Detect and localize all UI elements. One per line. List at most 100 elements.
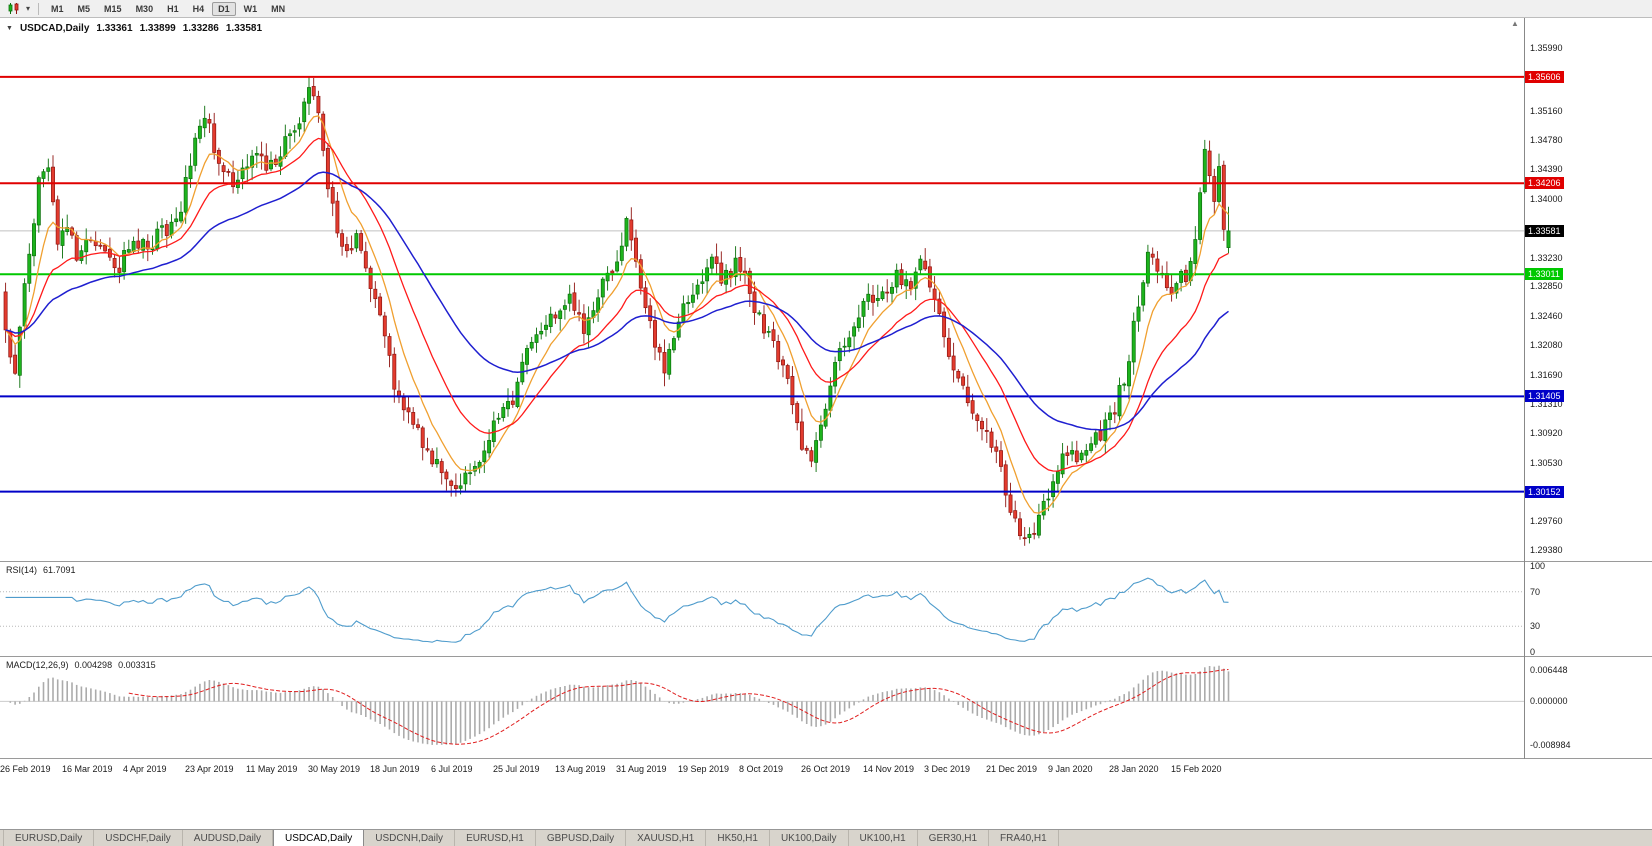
chart-tab-eurusd-h1[interactable]: EURUSD,H1 <box>455 830 536 846</box>
price-level-box: 1.31405 <box>1525 390 1564 402</box>
price-axis-tick: 1.32850 <box>1530 281 1563 291</box>
chart-tab-usdchf-daily[interactable]: USDCHF,Daily <box>94 830 183 846</box>
price-level-box: 1.34206 <box>1525 177 1564 189</box>
current-price-box: 1.33581 <box>1525 225 1564 237</box>
rsi-axis-tick: 70 <box>1530 587 1541 597</box>
pane-separator <box>0 561 1652 562</box>
pane-separator <box>0 758 1652 759</box>
timeframe-button-mn[interactable]: MN <box>271 3 286 14</box>
date-axis-label: 13 Aug 2019 <box>555 764 606 774</box>
chart-tab-xauusd-h1[interactable]: XAUUSD,H1 <box>626 830 707 846</box>
timeframe-button-w1[interactable]: W1 <box>243 3 258 14</box>
price-level-box: 1.30152 <box>1525 486 1564 498</box>
price-axis[interactable]: 1.35990 1.35160 1.34780 1.34390 1.34000 1.332… <box>1524 18 1652 759</box>
timeframe-button-m1[interactable]: M1 <box>51 3 64 14</box>
date-axis-label: 9 Jan 2020 <box>1048 764 1093 774</box>
date-axis-label: 8 Oct 2019 <box>739 764 784 774</box>
price-level-box: 1.35606 <box>1525 71 1564 83</box>
date-axis-label: 23 Apr 2019 <box>185 764 234 774</box>
macd-signal-value: 0.003315 <box>118 660 156 670</box>
chart-marker-icon: ▼ <box>6 25 13 32</box>
price-axis-tick: 1.32080 <box>1530 340 1563 350</box>
date-axis-label: 21 Dec 2019 <box>986 764 1038 774</box>
price-chart-pane[interactable] <box>0 18 1524 561</box>
date-axis-label: 26 Feb 2019 <box>0 764 51 774</box>
price-axis-tick: 1.34000 <box>1530 194 1563 204</box>
chart-tab-uk100-h1[interactable]: UK100,H1 <box>849 830 918 846</box>
timeframe-button-h1[interactable]: H1 <box>167 3 179 14</box>
macd-name: MACD(12,26,9) <box>6 660 69 670</box>
date-axis-label: 15 Feb 2020 <box>1171 764 1222 774</box>
price-axis-tick: 1.31690 <box>1530 370 1563 380</box>
price-axis-tick: 1.34390 <box>1530 164 1563 174</box>
date-axis-label: 3 Dec 2019 <box>924 764 971 774</box>
rsi-value: 61.7091 <box>43 565 76 575</box>
chart-tab-usdcad-daily[interactable]: USDCAD,Daily <box>273 830 365 846</box>
macd-indicator-label: MACD(12,26,9) 0.004298 0.003315 <box>6 660 156 670</box>
chart-tab-ger30-h1[interactable]: GER30,H1 <box>918 830 990 846</box>
price-axis-tick: 1.35990 <box>1530 43 1563 53</box>
date-axis-label: 28 Jan 2020 <box>1109 764 1159 774</box>
price-axis-tick: 1.35160 <box>1530 106 1563 116</box>
rsi-name: RSI(14) <box>6 565 38 575</box>
timeframe-toolbar: ▾ M1 M5 M15 M30 H1 H4 D1 W1 MN <box>0 0 1652 18</box>
date-axis-label: 11 May 2019 <box>246 764 298 774</box>
macd-pane[interactable] <box>0 657 1524 758</box>
quote-open: 1.33361 <box>96 23 133 34</box>
date-axis-label: 31 Aug 2019 <box>616 764 667 774</box>
rsi-indicator-label: RSI(14) 61.7091 <box>6 565 76 575</box>
chart-tab-eurusd-daily[interactable]: EURUSD,Daily <box>3 830 95 846</box>
chart-type-button[interactable] <box>5 2 23 15</box>
pane-separator <box>0 656 1652 657</box>
price-axis-tick: 1.33230 <box>1530 253 1563 263</box>
rsi-axis-tick: 100 <box>1530 561 1546 571</box>
date-axis-label: 6 Jul 2019 <box>431 764 473 774</box>
timeframe-button-h4[interactable]: H4 <box>192 3 205 14</box>
date-axis-label: 16 Mar 2019 <box>62 764 113 774</box>
toolbar-separator <box>38 2 40 15</box>
quote-close: 1.33581 <box>225 23 263 34</box>
chart-tab-audusd-daily[interactable]: AUDUSD,Daily <box>183 830 274 846</box>
chart-tab-gbpusd-daily[interactable]: GBPUSD,Daily <box>536 830 627 846</box>
timeframe-button-d1[interactable]: D1 <box>212 1 236 16</box>
chart-type-dropdown-icon[interactable]: ▾ <box>26 4 31 13</box>
date-axis-label: 18 Jun 2019 <box>370 764 420 774</box>
price-axis-tick: 1.31310 <box>1530 399 1563 409</box>
price-axis-tick: 1.32460 <box>1530 311 1563 321</box>
chart-tab-usdcnh-daily[interactable]: USDCNH,Daily <box>364 830 456 846</box>
chart-tab-bar: EURUSD,Daily USDCHF,Daily AUDUSD,Daily USDC… <box>0 829 1652 846</box>
quote-high: 1.33899 <box>139 23 176 34</box>
price-axis-tick: 1.29380 <box>1530 545 1563 555</box>
rsi-pane[interactable] <box>0 562 1524 656</box>
macd-axis-tick: 0.000000 <box>1530 696 1568 706</box>
timeframe-button-m30[interactable]: M30 <box>135 3 154 14</box>
timeframe-button-m15[interactable]: M15 <box>104 3 122 14</box>
candlestick-chart-icon <box>8 3 19 14</box>
date-axis-label: 19 Sep 2019 <box>678 764 730 774</box>
macd-axis-tick: 0.006448 <box>1530 665 1568 675</box>
scroll-up-icon[interactable]: ▲ <box>1511 19 1519 28</box>
date-axis-label: 25 Jul 2019 <box>493 764 540 774</box>
price-level-box: 1.33011 <box>1525 268 1563 280</box>
chart-tab-uk100-daily[interactable]: UK100,Daily <box>770 830 849 846</box>
date-axis-label: 30 May 2019 <box>308 764 361 774</box>
price-axis-tick: 1.29760 <box>1530 516 1563 526</box>
rsi-axis-tick: 30 <box>1530 621 1541 631</box>
quote-low: 1.33286 <box>182 23 219 34</box>
price-axis-tick: 1.34780 <box>1530 135 1563 145</box>
timeframe-buttons-group: M1 M5 M15 M30 H1 H4 D1 W1 MN <box>44 1 292 16</box>
macd-main-value: 0.004298 <box>74 660 113 670</box>
macd-axis-tick: -0.008984 <box>1530 740 1571 750</box>
chart-tab-fra40-h1[interactable]: FRA40,H1 <box>989 830 1059 846</box>
date-axis[interactable]: 26 Feb 2019 16 Mar 2019 4 Apr 2019 23 Apr 2… <box>0 759 1524 778</box>
rsi-axis-tick: 0 <box>1530 647 1536 657</box>
timeframe-button-m5[interactable]: M5 <box>77 3 91 14</box>
price-axis-tick: 1.30920 <box>1530 428 1563 438</box>
date-axis-label: 26 Oct 2019 <box>801 764 851 774</box>
chart-symbol-label: USDCAD,Daily <box>19 23 90 34</box>
chart-title: ▼ USDCAD,Daily 1.33361 1.33899 1.33286 1… <box>6 23 262 34</box>
chart-tab-hk50-h1[interactable]: HK50,H1 <box>706 830 770 846</box>
date-axis-label: 14 Nov 2019 <box>863 764 915 774</box>
price-axis-tick: 1.30530 <box>1530 458 1563 468</box>
date-axis-label: 4 Apr 2019 <box>123 764 167 774</box>
